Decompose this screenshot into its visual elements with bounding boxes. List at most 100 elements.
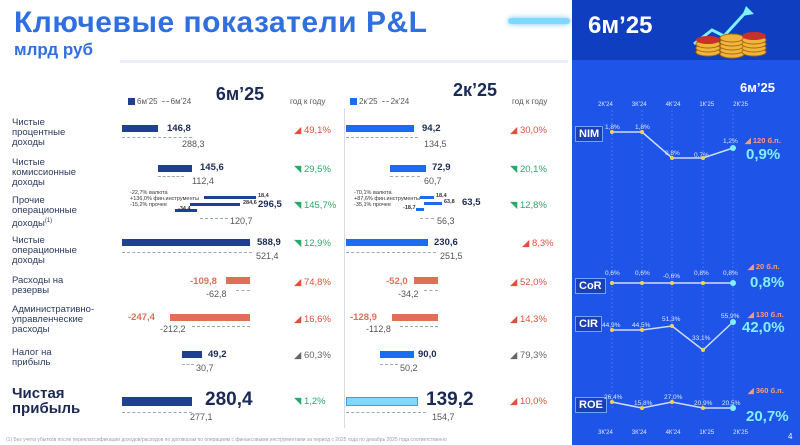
metric-value: 27,0% bbox=[664, 394, 683, 401]
row-label-admin-expenses: Административно-управленческие расходы bbox=[12, 304, 95, 335]
legend-prev-dash bbox=[381, 101, 389, 103]
metric-label-cir: CIR bbox=[575, 316, 602, 332]
metric-label-cor: CoR bbox=[575, 278, 606, 294]
h1-prev-line bbox=[122, 137, 192, 138]
metric-value: 0,8% bbox=[694, 270, 709, 277]
q2-prev-line bbox=[390, 176, 420, 177]
h1-prev-line bbox=[122, 412, 192, 413]
breakdown-line: -15,2% прочее bbox=[130, 202, 167, 208]
h1-legend: 6м’25 6м’24 bbox=[128, 97, 191, 106]
metric-change-nim: ◢ 120 б.п. bbox=[745, 136, 781, 145]
breakdown-line: +87,6% фин.инструменты bbox=[354, 196, 420, 202]
q2-fx-value: 18,4 bbox=[436, 193, 447, 199]
q2-prev-line bbox=[380, 364, 398, 365]
metric-current-cor: 0,8% bbox=[750, 274, 785, 291]
period-badge: 6м’25 bbox=[588, 12, 653, 39]
metric-change-value: 120 б.п. bbox=[752, 136, 781, 145]
quarter-label: 1К’25 bbox=[699, 102, 715, 108]
q2-value-income-tax: 90,0 bbox=[418, 349, 437, 360]
q2-bar-net-interest bbox=[346, 125, 414, 132]
legend-current-label: 2к’25 bbox=[359, 97, 378, 106]
q2-bar-fx bbox=[420, 196, 434, 199]
h1-prev-line bbox=[158, 176, 184, 177]
footnote: (1) Без учета убытков после переклассифи… bbox=[6, 437, 447, 443]
q2-change-net-commission: ◥ 20,1% bbox=[510, 164, 547, 175]
q2-value-admin-expenses: -128,9 bbox=[350, 312, 377, 323]
q2-prev-value-net-interest: 134,5 bbox=[424, 139, 447, 149]
row-label-net-interest: Чистые процентные доходы bbox=[12, 117, 66, 148]
h1-bar-fx bbox=[204, 196, 256, 199]
q2-value-net-interest: 94,2 bbox=[422, 123, 441, 134]
metric-current-roe: 20,7% bbox=[746, 408, 789, 425]
h1-change-value: 12,9% bbox=[303, 238, 331, 249]
h1-prev-value-provisions: -62,8 bbox=[206, 289, 227, 299]
q2-legend: 2к’25 2к’24 bbox=[350, 97, 409, 106]
h1-change-value: 1,2% bbox=[303, 396, 326, 407]
legend-prev-label: 6м’24 bbox=[170, 97, 192, 106]
h1-change-value: 60,3% bbox=[303, 350, 331, 361]
q2-value-net-commission: 72,9 bbox=[432, 162, 451, 173]
q2-change-value: 8,3% bbox=[531, 238, 554, 249]
metric-value: 44,9% bbox=[602, 322, 621, 329]
metric-label-roe: ROE bbox=[575, 397, 607, 413]
quarter-label: 3К’24 bbox=[598, 430, 613, 436]
breakdown-line: -22,7% валюта bbox=[130, 190, 168, 196]
h1-prev-line bbox=[192, 326, 250, 327]
row-label-net-profit: Чистая прибыль bbox=[12, 385, 81, 417]
quarter-label: 2К’25 bbox=[733, 430, 748, 436]
q2-change-value: 14,3% bbox=[519, 314, 547, 325]
h1-value-net-commission: 145,6 bbox=[200, 162, 224, 173]
q2-change-net-profit: ◢ 10,0% bbox=[510, 396, 547, 407]
h1-bar-fin-instruments bbox=[190, 203, 240, 206]
legend-prev-dash bbox=[161, 101, 169, 103]
metric-value: 26,4% bbox=[604, 394, 623, 401]
h1-change-value: 29,5% bbox=[303, 164, 331, 175]
q2-bar-provisions bbox=[414, 277, 438, 284]
h1-prev-value-other-operating: 120,7 bbox=[230, 216, 253, 226]
q2-prev-value-income-tax: 50,2 bbox=[400, 363, 418, 373]
legend-prev-label: 2к’24 bbox=[390, 97, 410, 106]
footnote-marker: (1) bbox=[44, 218, 53, 224]
quarter-axis-bottom: 3К’24 3К’24 4К’24 1К’25 2К’25 bbox=[598, 430, 748, 436]
h1-bar-income-tax bbox=[182, 351, 202, 358]
q2-change-value: 52,0% bbox=[519, 277, 547, 288]
q2-change-net-interest: ◢ 30,0% bbox=[510, 125, 547, 136]
h1-prev-value-net-operating: 521,4 bbox=[256, 251, 279, 261]
q2-bar-fin-instruments bbox=[424, 202, 442, 205]
q2-prev-line bbox=[346, 137, 418, 138]
h1-bar-net-commission bbox=[158, 165, 192, 172]
q2-prev-value-net-commission: 60,7 bbox=[424, 176, 442, 186]
q2-bar-other bbox=[416, 208, 424, 211]
metric-value: 1,8% bbox=[605, 124, 620, 131]
q2-value-net-operating: 230,6 bbox=[434, 237, 458, 248]
q2-prev-value-net-profit: 154,7 bbox=[432, 412, 455, 422]
h1-prev-value-net-profit: 277,1 bbox=[190, 412, 213, 422]
metric-change-value: 360 б.п. bbox=[755, 386, 784, 395]
page-title: Ключевые показатели P&L bbox=[14, 6, 428, 39]
h1-prev-line bbox=[182, 364, 194, 365]
h1-change-net-profit: ◥ 1,2% bbox=[294, 396, 326, 407]
metric-change-cor: ◢ 20 б.п. bbox=[748, 262, 780, 271]
metric-value: 20,5% bbox=[722, 400, 741, 407]
q2-value-net-profit: 139,2 bbox=[426, 389, 474, 410]
h1-change-net-interest: ◢ 49,1% bbox=[294, 125, 331, 136]
h1-change-value: 49,1% bbox=[303, 125, 331, 136]
row-label-text: Прочие операционные доходы bbox=[12, 195, 77, 230]
metric-value: 44,5% bbox=[632, 322, 651, 329]
quarter-label: 2К’25 bbox=[733, 102, 748, 108]
h1-value-net-operating: 588,9 bbox=[257, 237, 281, 248]
q2-change-value: 79,3% bbox=[519, 350, 547, 361]
quarter-label: 2К’24 bbox=[598, 102, 613, 108]
quarter-label: 3К’24 bbox=[631, 102, 647, 108]
metric-value: 0,8% bbox=[665, 150, 680, 157]
q2-prev-value-provisions: -34,2 bbox=[398, 289, 419, 299]
h1-value-admin-expenses: -247,4 bbox=[128, 312, 155, 323]
metric-current-nim: 0,9% bbox=[746, 146, 781, 163]
metric-value: 51,3% bbox=[662, 316, 681, 323]
h1-change-admin-expenses: ◢ 16,6% bbox=[294, 314, 331, 325]
legend-current-swatch bbox=[350, 98, 357, 106]
h1-bar-net-profit bbox=[122, 397, 192, 406]
metric-value: 33,1% bbox=[692, 335, 711, 342]
q2-bar-income-tax bbox=[380, 351, 414, 358]
q2-bar-net-profit bbox=[346, 397, 418, 406]
